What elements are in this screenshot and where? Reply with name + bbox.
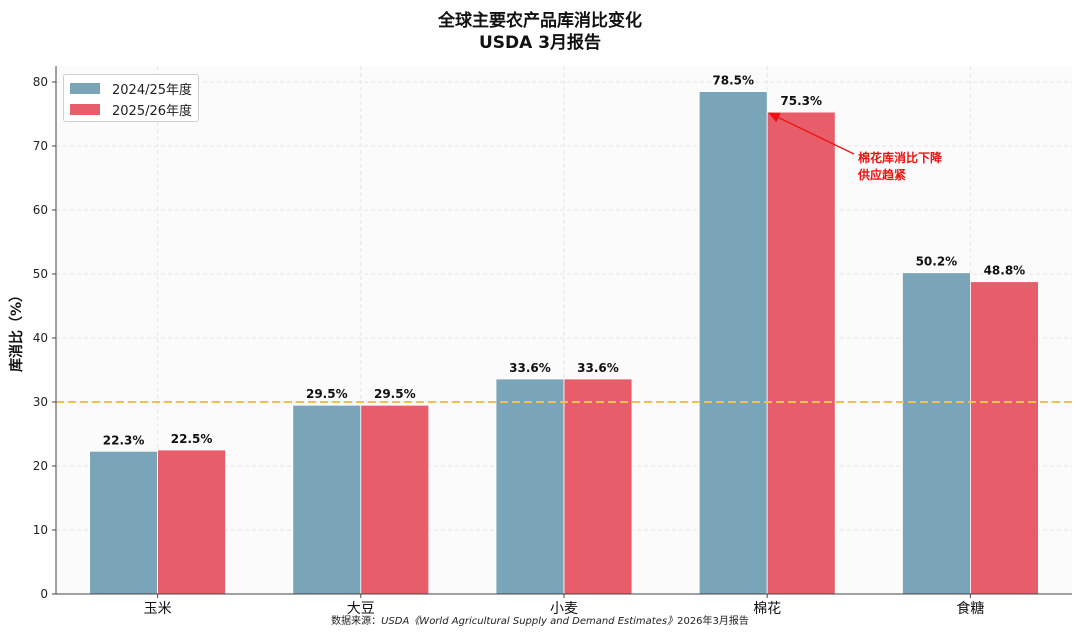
annotation-text-line1: 棉花库消比下降: [858, 150, 943, 165]
bar-value-label: 29.5%: [306, 387, 348, 401]
x-tick-label: 大豆: [347, 601, 375, 617]
bar-value-label: 33.6%: [577, 361, 619, 375]
y-axis-label: 库消比（%）: [8, 288, 25, 372]
y-tick-label: 30: [33, 395, 48, 409]
bar-2024: [89, 450, 158, 595]
source-prefix: 数据来源：: [331, 616, 382, 627]
bar-value-label: 22.3%: [103, 433, 145, 447]
y-tick-label: 70: [33, 139, 48, 153]
chart-subtitle: USDA 3月报告: [478, 33, 602, 53]
y-tick-label: 50: [33, 267, 48, 281]
bar-value-label: 22.5%: [171, 432, 213, 446]
y-tick-label: 80: [33, 75, 48, 89]
y-tick-label: 0: [40, 587, 48, 601]
chart-title: 全球主要农产品库消比变化: [438, 11, 642, 31]
y-tick-label: 10: [33, 523, 48, 537]
legend-label-2025: 2025/26年度: [112, 104, 193, 119]
legend-item-2024: 2024/25年度: [70, 78, 198, 99]
chart-legend: 2024/25年度 2025/26年度: [63, 74, 199, 122]
x-tick-label: 棉花: [753, 600, 781, 617]
y-tick-label: 20: [33, 459, 48, 473]
bar-value-label: 78.5%: [712, 74, 754, 88]
source-title: USDA《World Agricultural Supply and Deman…: [381, 616, 678, 627]
bar-2025: [157, 449, 227, 595]
bar-value-label: 75.3%: [780, 94, 822, 108]
bar-value-label: 29.5%: [374, 387, 416, 401]
x-tick-label: 玉米: [144, 601, 172, 617]
bar-2024: [292, 404, 362, 595]
bar-value-label: 48.8%: [984, 264, 1026, 278]
data-source-note: 数据来源：USDA《World Agricultural Supply and …: [0, 612, 1080, 627]
bar-2024: [698, 91, 768, 595]
bar-value-label: 33.6%: [509, 361, 551, 375]
legend-label-2024: 2024/25年度: [112, 83, 193, 98]
bar-value-label: 50.2%: [916, 255, 958, 269]
bar-2025: [970, 281, 1039, 595]
annotation-text-line2: 供应趋紧: [857, 167, 906, 182]
bar-2025: [766, 111, 836, 595]
legend-swatch-2025: [70, 104, 100, 115]
y-tick-label: 60: [33, 203, 48, 217]
source-suffix: 2026年3月报告: [677, 616, 749, 627]
bar-2024: [902, 272, 971, 595]
y-tick-label: 40: [33, 331, 48, 345]
bar-2024: [495, 378, 565, 595]
x-tick-label: 小麦: [550, 601, 578, 617]
x-tick-label: 食糖: [956, 600, 984, 617]
legend-item-2025: 2025/26年度: [70, 99, 198, 120]
bar-2025: [563, 378, 633, 595]
bar-2025: [360, 404, 430, 595]
annotation-arrow: [768, 112, 855, 155]
legend-swatch-2024: [70, 83, 100, 94]
